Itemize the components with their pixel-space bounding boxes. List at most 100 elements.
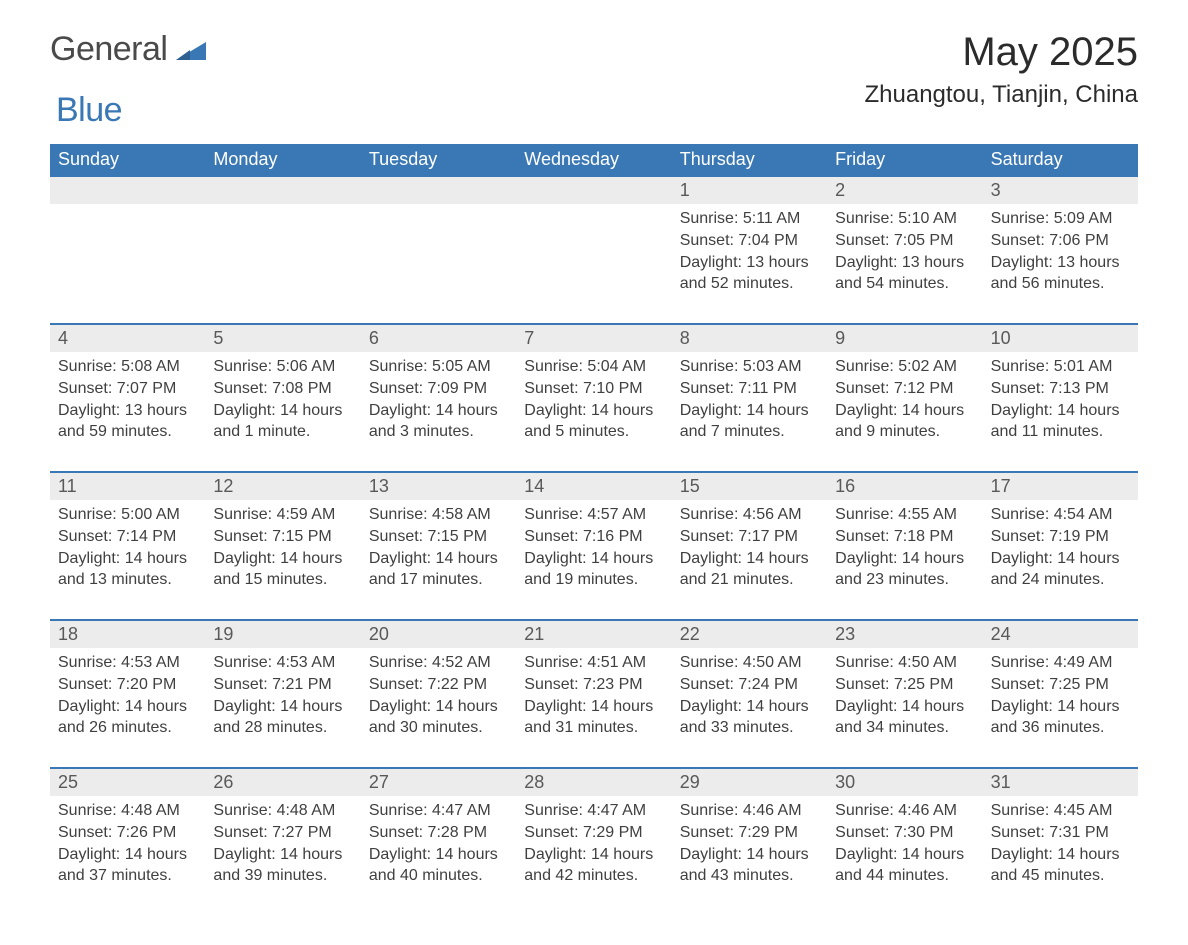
day-cell: 30Sunrise: 4:46 AMSunset: 7:30 PMDayligh… bbox=[827, 769, 982, 915]
daylight-text: Daylight: 14 hours and 40 minutes. bbox=[369, 844, 508, 887]
day-body: Sunrise: 4:59 AMSunset: 7:15 PMDaylight:… bbox=[205, 500, 360, 596]
sunrise-text: Sunrise: 4:47 AM bbox=[369, 800, 508, 822]
day-number: 4 bbox=[50, 325, 205, 352]
sunrise-text: Sunrise: 4:56 AM bbox=[680, 504, 819, 526]
daylight-text: Daylight: 14 hours and 5 minutes. bbox=[524, 400, 663, 443]
day-number: 17 bbox=[983, 473, 1138, 500]
day-number: 26 bbox=[205, 769, 360, 796]
month-title: May 2025 bbox=[864, 30, 1138, 75]
day-number: 19 bbox=[205, 621, 360, 648]
day-body: Sunrise: 4:46 AMSunset: 7:29 PMDaylight:… bbox=[672, 796, 827, 892]
sunset-text: Sunset: 7:17 PM bbox=[680, 526, 819, 548]
daylight-text: Daylight: 14 hours and 21 minutes. bbox=[680, 548, 819, 591]
day-number: 14 bbox=[516, 473, 671, 500]
sunrise-text: Sunrise: 4:46 AM bbox=[835, 800, 974, 822]
daylight-text: Daylight: 14 hours and 3 minutes. bbox=[369, 400, 508, 443]
daylight-text: Daylight: 14 hours and 42 minutes. bbox=[524, 844, 663, 887]
sunrise-text: Sunrise: 5:02 AM bbox=[835, 356, 974, 378]
daylight-text: Daylight: 14 hours and 26 minutes. bbox=[58, 696, 197, 739]
weekday-header: Monday bbox=[205, 144, 360, 175]
daylight-text: Daylight: 14 hours and 1 minute. bbox=[213, 400, 352, 443]
day-number: 11 bbox=[50, 473, 205, 500]
sunrise-text: Sunrise: 4:45 AM bbox=[991, 800, 1130, 822]
day-cell: 3Sunrise: 5:09 AMSunset: 7:06 PMDaylight… bbox=[983, 177, 1138, 323]
week-row: 25Sunrise: 4:48 AMSunset: 7:26 PMDayligh… bbox=[50, 767, 1138, 915]
day-cell bbox=[361, 177, 516, 323]
day-number: 16 bbox=[827, 473, 982, 500]
day-body: Sunrise: 4:47 AMSunset: 7:29 PMDaylight:… bbox=[516, 796, 671, 892]
sunrise-text: Sunrise: 5:08 AM bbox=[58, 356, 197, 378]
sunrise-text: Sunrise: 4:52 AM bbox=[369, 652, 508, 674]
day-number: 23 bbox=[827, 621, 982, 648]
sunrise-text: Sunrise: 4:50 AM bbox=[835, 652, 974, 674]
sunrise-text: Sunrise: 4:57 AM bbox=[524, 504, 663, 526]
sunset-text: Sunset: 7:04 PM bbox=[680, 230, 819, 252]
day-cell: 24Sunrise: 4:49 AMSunset: 7:25 PMDayligh… bbox=[983, 621, 1138, 767]
logo-word-general: General bbox=[50, 30, 167, 68]
sunset-text: Sunset: 7:29 PM bbox=[680, 822, 819, 844]
day-cell: 19Sunrise: 4:53 AMSunset: 7:21 PMDayligh… bbox=[205, 621, 360, 767]
day-cell bbox=[205, 177, 360, 323]
daylight-text: Daylight: 14 hours and 37 minutes. bbox=[58, 844, 197, 887]
title-block: May 2025 Zhuangtou, Tianjin, China bbox=[864, 30, 1138, 109]
day-body: Sunrise: 4:51 AMSunset: 7:23 PMDaylight:… bbox=[516, 648, 671, 744]
sunset-text: Sunset: 7:14 PM bbox=[58, 526, 197, 548]
day-number: 18 bbox=[50, 621, 205, 648]
day-cell: 22Sunrise: 4:50 AMSunset: 7:24 PMDayligh… bbox=[672, 621, 827, 767]
weekday-header-row: Sunday Monday Tuesday Wednesday Thursday… bbox=[50, 144, 1138, 175]
sunrise-text: Sunrise: 5:00 AM bbox=[58, 504, 197, 526]
day-cell: 31Sunrise: 4:45 AMSunset: 7:31 PMDayligh… bbox=[983, 769, 1138, 915]
daylight-text: Daylight: 14 hours and 39 minutes. bbox=[213, 844, 352, 887]
sunset-text: Sunset: 7:28 PM bbox=[369, 822, 508, 844]
day-number: 10 bbox=[983, 325, 1138, 352]
day-body: Sunrise: 4:53 AMSunset: 7:20 PMDaylight:… bbox=[50, 648, 205, 744]
sunset-text: Sunset: 7:16 PM bbox=[524, 526, 663, 548]
day-body: Sunrise: 5:09 AMSunset: 7:06 PMDaylight:… bbox=[983, 204, 1138, 300]
empty-day-bar bbox=[205, 177, 360, 204]
day-cell: 9Sunrise: 5:02 AMSunset: 7:12 PMDaylight… bbox=[827, 325, 982, 471]
sunset-text: Sunset: 7:21 PM bbox=[213, 674, 352, 696]
day-number: 5 bbox=[205, 325, 360, 352]
day-number: 3 bbox=[983, 177, 1138, 204]
day-number: 21 bbox=[516, 621, 671, 648]
sunrise-text: Sunrise: 5:06 AM bbox=[213, 356, 352, 378]
day-cell: 25Sunrise: 4:48 AMSunset: 7:26 PMDayligh… bbox=[50, 769, 205, 915]
daylight-text: Daylight: 14 hours and 15 minutes. bbox=[213, 548, 352, 591]
day-cell: 17Sunrise: 4:54 AMSunset: 7:19 PMDayligh… bbox=[983, 473, 1138, 619]
day-cell: 10Sunrise: 5:01 AMSunset: 7:13 PMDayligh… bbox=[983, 325, 1138, 471]
sunset-text: Sunset: 7:11 PM bbox=[680, 378, 819, 400]
empty-day-bar bbox=[50, 177, 205, 204]
daylight-text: Daylight: 14 hours and 28 minutes. bbox=[213, 696, 352, 739]
day-body: Sunrise: 4:58 AMSunset: 7:15 PMDaylight:… bbox=[361, 500, 516, 596]
sunrise-text: Sunrise: 4:49 AM bbox=[991, 652, 1130, 674]
day-cell: 29Sunrise: 4:46 AMSunset: 7:29 PMDayligh… bbox=[672, 769, 827, 915]
sunrise-text: Sunrise: 5:10 AM bbox=[835, 208, 974, 230]
day-cell: 15Sunrise: 4:56 AMSunset: 7:17 PMDayligh… bbox=[672, 473, 827, 619]
day-cell: 12Sunrise: 4:59 AMSunset: 7:15 PMDayligh… bbox=[205, 473, 360, 619]
sunset-text: Sunset: 7:30 PM bbox=[835, 822, 974, 844]
day-body: Sunrise: 4:46 AMSunset: 7:30 PMDaylight:… bbox=[827, 796, 982, 892]
daylight-text: Daylight: 14 hours and 24 minutes. bbox=[991, 548, 1130, 591]
sunrise-text: Sunrise: 5:03 AM bbox=[680, 356, 819, 378]
day-cell: 18Sunrise: 4:53 AMSunset: 7:20 PMDayligh… bbox=[50, 621, 205, 767]
sunset-text: Sunset: 7:25 PM bbox=[991, 674, 1130, 696]
day-body: Sunrise: 4:48 AMSunset: 7:27 PMDaylight:… bbox=[205, 796, 360, 892]
day-body: Sunrise: 4:47 AMSunset: 7:28 PMDaylight:… bbox=[361, 796, 516, 892]
daylight-text: Daylight: 14 hours and 30 minutes. bbox=[369, 696, 508, 739]
day-cell: 28Sunrise: 4:47 AMSunset: 7:29 PMDayligh… bbox=[516, 769, 671, 915]
sunrise-text: Sunrise: 4:53 AM bbox=[58, 652, 197, 674]
sunrise-text: Sunrise: 5:05 AM bbox=[369, 356, 508, 378]
sunrise-text: Sunrise: 4:59 AM bbox=[213, 504, 352, 526]
daylight-text: Daylight: 14 hours and 13 minutes. bbox=[58, 548, 197, 591]
weekday-header: Sunday bbox=[50, 144, 205, 175]
day-cell bbox=[50, 177, 205, 323]
day-body: Sunrise: 4:45 AMSunset: 7:31 PMDaylight:… bbox=[983, 796, 1138, 892]
daylight-text: Daylight: 14 hours and 33 minutes. bbox=[680, 696, 819, 739]
day-cell: 2Sunrise: 5:10 AMSunset: 7:05 PMDaylight… bbox=[827, 177, 982, 323]
empty-day-bar bbox=[361, 177, 516, 204]
day-body: Sunrise: 4:50 AMSunset: 7:24 PMDaylight:… bbox=[672, 648, 827, 744]
weekday-header: Saturday bbox=[983, 144, 1138, 175]
day-number: 8 bbox=[672, 325, 827, 352]
sunset-text: Sunset: 7:23 PM bbox=[524, 674, 663, 696]
daylight-text: Daylight: 13 hours and 52 minutes. bbox=[680, 252, 819, 295]
